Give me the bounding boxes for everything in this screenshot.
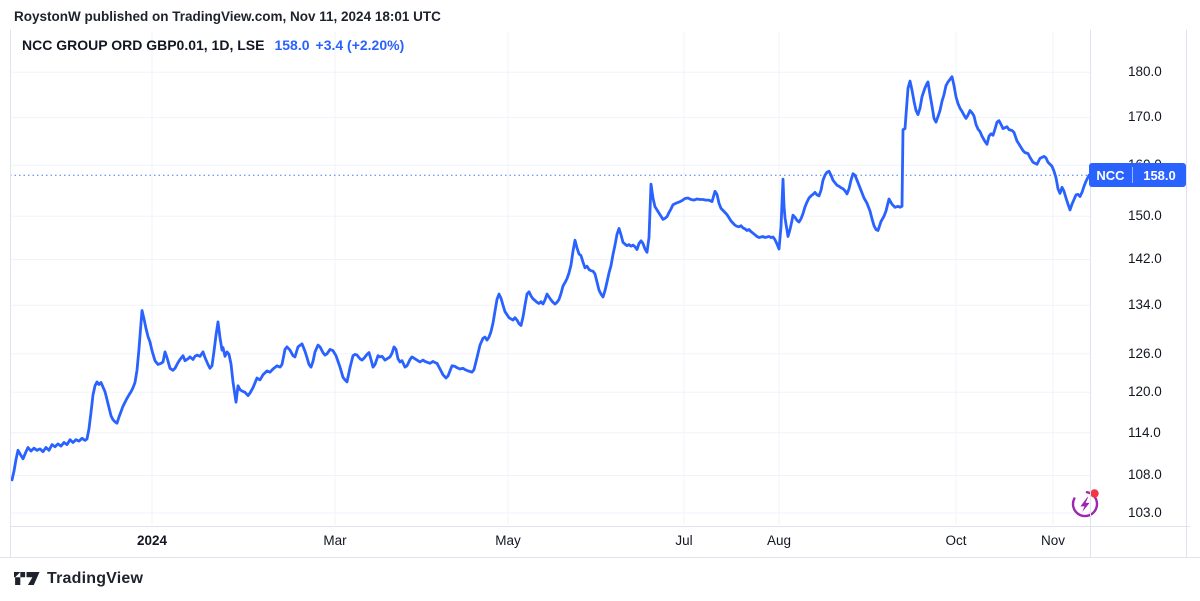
chart-legend: NCC GROUP ORD GBP0.01, 1D, LSE 158.0 +3.4 … — [22, 37, 404, 53]
badge-divider — [1132, 167, 1133, 183]
last-price-value: 158.0 — [274, 37, 310, 53]
footer-separator — [0, 557, 1200, 558]
y-tick-label: 120.0 — [1128, 384, 1162, 399]
tradingview-logo-text: TradingView — [47, 569, 144, 587]
price-line-path — [10, 75, 1091, 482]
x-tick-label: Jul — [675, 533, 693, 548]
flash-icon — [1071, 489, 1099, 518]
x-tick-label: Oct — [945, 533, 967, 548]
published-byline: RoystonW published on TradingView.com, N… — [14, 9, 441, 24]
y-tick-label: 114.0 — [1128, 425, 1161, 440]
y-tick-label: 126.0 — [1128, 346, 1162, 361]
y-tick-label: 108.0 — [1128, 467, 1162, 482]
x-tick-label: Mar — [323, 533, 347, 548]
pane-left-border — [10, 30, 11, 557]
x-tick-label: 2024 — [136, 533, 168, 548]
tradingview-logo-icon — [14, 572, 40, 585]
y-tick-label: 103.0 — [1128, 505, 1162, 520]
symbol-title[interactable]: NCC GROUP ORD GBP0.01, 1D, LSE — [22, 37, 265, 53]
last-price-badge: NCC 158.0 — [1089, 163, 1186, 187]
x-tick-label: Nov — [1040, 533, 1066, 548]
y-tick-label: 180.0 — [1128, 64, 1162, 79]
tradingview-logo[interactable]: TradingView — [14, 569, 143, 588]
x-tick-label: May — [495, 533, 521, 548]
time-axis-separator[interactable] — [10, 526, 1190, 527]
y-tick-label: 170.0 — [1128, 109, 1162, 124]
flash-ideas-button[interactable] — [1069, 487, 1101, 519]
pane-right-border — [1186, 30, 1187, 557]
y-tick-label: 150.0 — [1128, 208, 1162, 223]
x-tick-label: Aug — [766, 533, 792, 548]
badge-symbol: NCC — [1096, 167, 1125, 183]
y-tick-label: 134.0 — [1128, 297, 1162, 312]
price-change-value: +3.4 (+2.20%) — [315, 37, 405, 53]
badge-price: 158.0 — [1143, 167, 1176, 183]
y-tick-label: 142.0 — [1128, 251, 1162, 266]
price-axis-separator[interactable] — [1090, 30, 1091, 557]
